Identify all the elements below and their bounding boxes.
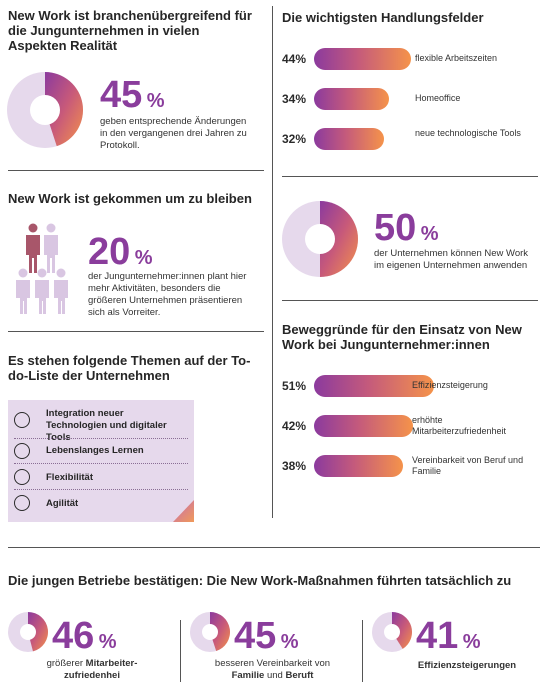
donut-41 (372, 612, 412, 652)
donut-hole (20, 624, 36, 640)
donut-45-small (190, 612, 230, 652)
sec1-stat: 45 % (100, 76, 165, 114)
donut-45 (7, 72, 83, 148)
bar-label: flexible Arbeitszeiten (415, 53, 498, 63)
sec7-stat-1: 46 % (52, 617, 117, 655)
todo-label: Lebenslanges Lernen (46, 445, 144, 456)
sec1-value: 45 (100, 74, 143, 116)
circle-icon (14, 495, 30, 511)
sec7-stat-3: 41 % (416, 617, 481, 655)
sec7-heading: Die jungen Betriebe bestätigen: Die New … (8, 573, 512, 588)
bar-pct: 44% (282, 52, 307, 66)
bar (314, 455, 403, 477)
sec2-desc: der Jungunternehmer:innen plant hier meh… (88, 271, 247, 318)
sec1-desc: geben entsprechende Änderungen in den ve… (100, 116, 247, 151)
bar (314, 415, 413, 437)
divider (282, 300, 538, 301)
todo-item: Lebenslanges Lernen (8, 440, 194, 464)
bar-pct: 34% (282, 92, 307, 106)
divider (8, 331, 264, 332)
donut-slice (28, 612, 48, 652)
sec7-pct-3: % (462, 631, 481, 653)
people-icon (16, 223, 68, 314)
sec6-heading: Beweggründe für den Einsatz von New Work… (282, 322, 522, 352)
sec4-heading: Die wichtigsten Handlungsfelder (282, 10, 484, 25)
sec2-heading: New Work ist gekommen um zu bleiben (8, 191, 252, 206)
divider (14, 489, 188, 491)
circle-icon (14, 412, 30, 428)
donut-46 (8, 612, 48, 652)
divider (282, 176, 538, 177)
sec5-value: 50 (374, 207, 417, 249)
bar-pct: 42% (282, 419, 307, 433)
sec3-heading: Es stehen folgende Themen auf der To-do-… (8, 353, 251, 383)
sec5-pct: % (420, 223, 439, 245)
bar-label: Homeoffice (415, 93, 461, 103)
bar-label: neue technologische Tools (415, 128, 521, 138)
donut-hole (30, 95, 60, 125)
divider (180, 620, 181, 682)
bar-pct: 51% (282, 379, 307, 393)
donut-50 (282, 201, 358, 277)
divider (14, 438, 188, 440)
sec7-value-3: 41 (416, 615, 459, 657)
bar-pct: 32% (282, 132, 307, 146)
sec7-value-1: 46 (52, 615, 95, 657)
divider (362, 620, 363, 682)
donut-slice (210, 612, 230, 652)
sec5-stat: 50 % (374, 209, 439, 247)
sec2-value: 20 (88, 231, 131, 273)
sec1-pct: % (146, 90, 165, 112)
todo-item: Flexibilität (8, 466, 194, 490)
divider (8, 170, 264, 171)
divider (8, 547, 540, 548)
donut-slice (320, 201, 358, 277)
sec7-pct-1: % (98, 631, 117, 653)
divider (14, 463, 188, 465)
bar (314, 128, 384, 150)
todo-label: Flexibilität (46, 472, 93, 483)
bar-label: erhöhte Mitarbeiterzufriedenheit (412, 415, 507, 436)
circle-icon (14, 469, 30, 485)
sec7-desc-3: Effizienzsteigerungen (417, 660, 517, 671)
sec1-heading: New Work ist branchenübergreifend für di… (8, 8, 252, 53)
donut-slice (392, 612, 412, 649)
sec2-pct: % (134, 247, 153, 269)
sec7-desc-2: besseren Vereinbarkeit von Familie und B… (214, 658, 331, 681)
todo-item: Agilität (8, 492, 194, 516)
todo-label: Integration neuer Technologien und digit… (46, 408, 167, 443)
bar-pct: 38% (282, 459, 307, 473)
sec7-desc-1: größerer Mitarbeiter-zufriedenhei (46, 658, 138, 681)
bar-label: Vereinbarkeit von Beruf und Familie (412, 455, 524, 476)
donut-hole (305, 224, 335, 254)
sec5-desc: der Unternehmen können New Work im eigen… (374, 248, 529, 271)
sec7-value-2: 45 (234, 615, 277, 657)
sec7-pct-2: % (280, 631, 299, 653)
bar-label: Effizienzsteigerung (412, 380, 488, 390)
circle-icon (14, 443, 30, 459)
todo-list: Integration neuer Technologien und digit… (8, 400, 194, 522)
column-divider (272, 6, 273, 518)
todo-label: Agilität (46, 498, 79, 509)
bar (314, 88, 389, 110)
sec2-stat: 20 % (88, 233, 153, 271)
donut-hole (384, 624, 400, 640)
bar (314, 48, 411, 70)
sec7-stat-2: 45 % (234, 617, 299, 655)
todo-item: Integration neuer Technologien und digit… (8, 404, 194, 443)
donut-slice (45, 72, 83, 147)
bar (314, 375, 434, 397)
donut-hole (202, 624, 218, 640)
